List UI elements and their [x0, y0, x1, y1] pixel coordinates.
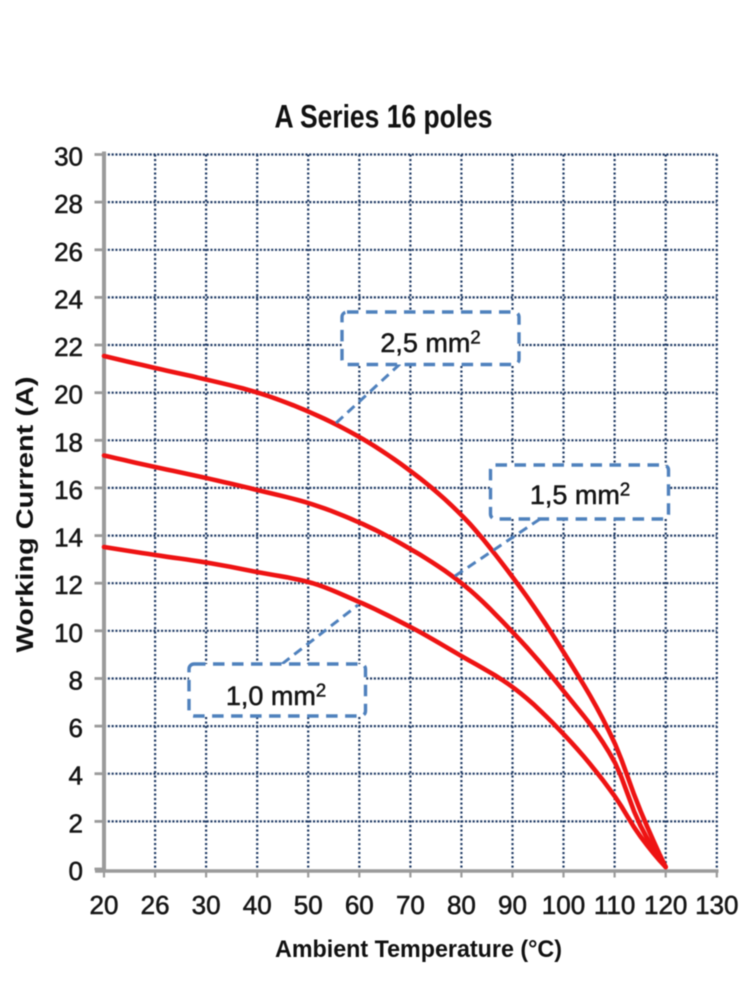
svg-text:0: 0	[69, 856, 83, 886]
svg-text:10: 10	[54, 618, 83, 648]
svg-text:2: 2	[69, 808, 83, 838]
svg-text:1,5 mm2: 1,5 mm2	[530, 479, 630, 511]
svg-text:1,0 mm2: 1,0 mm2	[226, 680, 326, 712]
svg-text:24: 24	[54, 284, 83, 314]
svg-text:14: 14	[54, 523, 83, 553]
svg-text:12: 12	[54, 570, 83, 600]
svg-text:26: 26	[141, 890, 170, 920]
svg-text:18: 18	[54, 427, 83, 457]
svg-text:100: 100	[542, 890, 585, 920]
svg-text:22: 22	[54, 332, 83, 362]
svg-text:40: 40	[243, 890, 272, 920]
svg-text:16: 16	[54, 475, 83, 505]
svg-text:30: 30	[192, 890, 221, 920]
svg-text:8: 8	[69, 666, 83, 696]
svg-text:26: 26	[54, 237, 83, 267]
svg-text:110: 110	[594, 890, 635, 920]
svg-text:70: 70	[396, 890, 425, 920]
svg-text:28: 28	[54, 189, 83, 219]
svg-text:80: 80	[447, 890, 476, 920]
svg-text:Working Current (A): Working Current (A)	[12, 377, 39, 653]
svg-text:20: 20	[54, 380, 83, 410]
svg-text:30: 30	[54, 142, 83, 172]
svg-text:120: 120	[644, 890, 687, 920]
svg-text:A Series 16 poles: A Series 16 poles	[275, 99, 493, 135]
svg-text:4: 4	[69, 761, 83, 791]
svg-text:6: 6	[69, 713, 83, 743]
svg-text:2,5 mm2: 2,5 mm2	[380, 327, 480, 359]
svg-text:130: 130	[695, 890, 738, 920]
svg-text:Ambient Temperature (°C): Ambient Temperature (°C)	[275, 936, 562, 963]
svg-text:90: 90	[498, 890, 527, 920]
svg-text:20: 20	[90, 890, 119, 920]
svg-text:60: 60	[345, 890, 374, 920]
svg-text:50: 50	[294, 890, 323, 920]
